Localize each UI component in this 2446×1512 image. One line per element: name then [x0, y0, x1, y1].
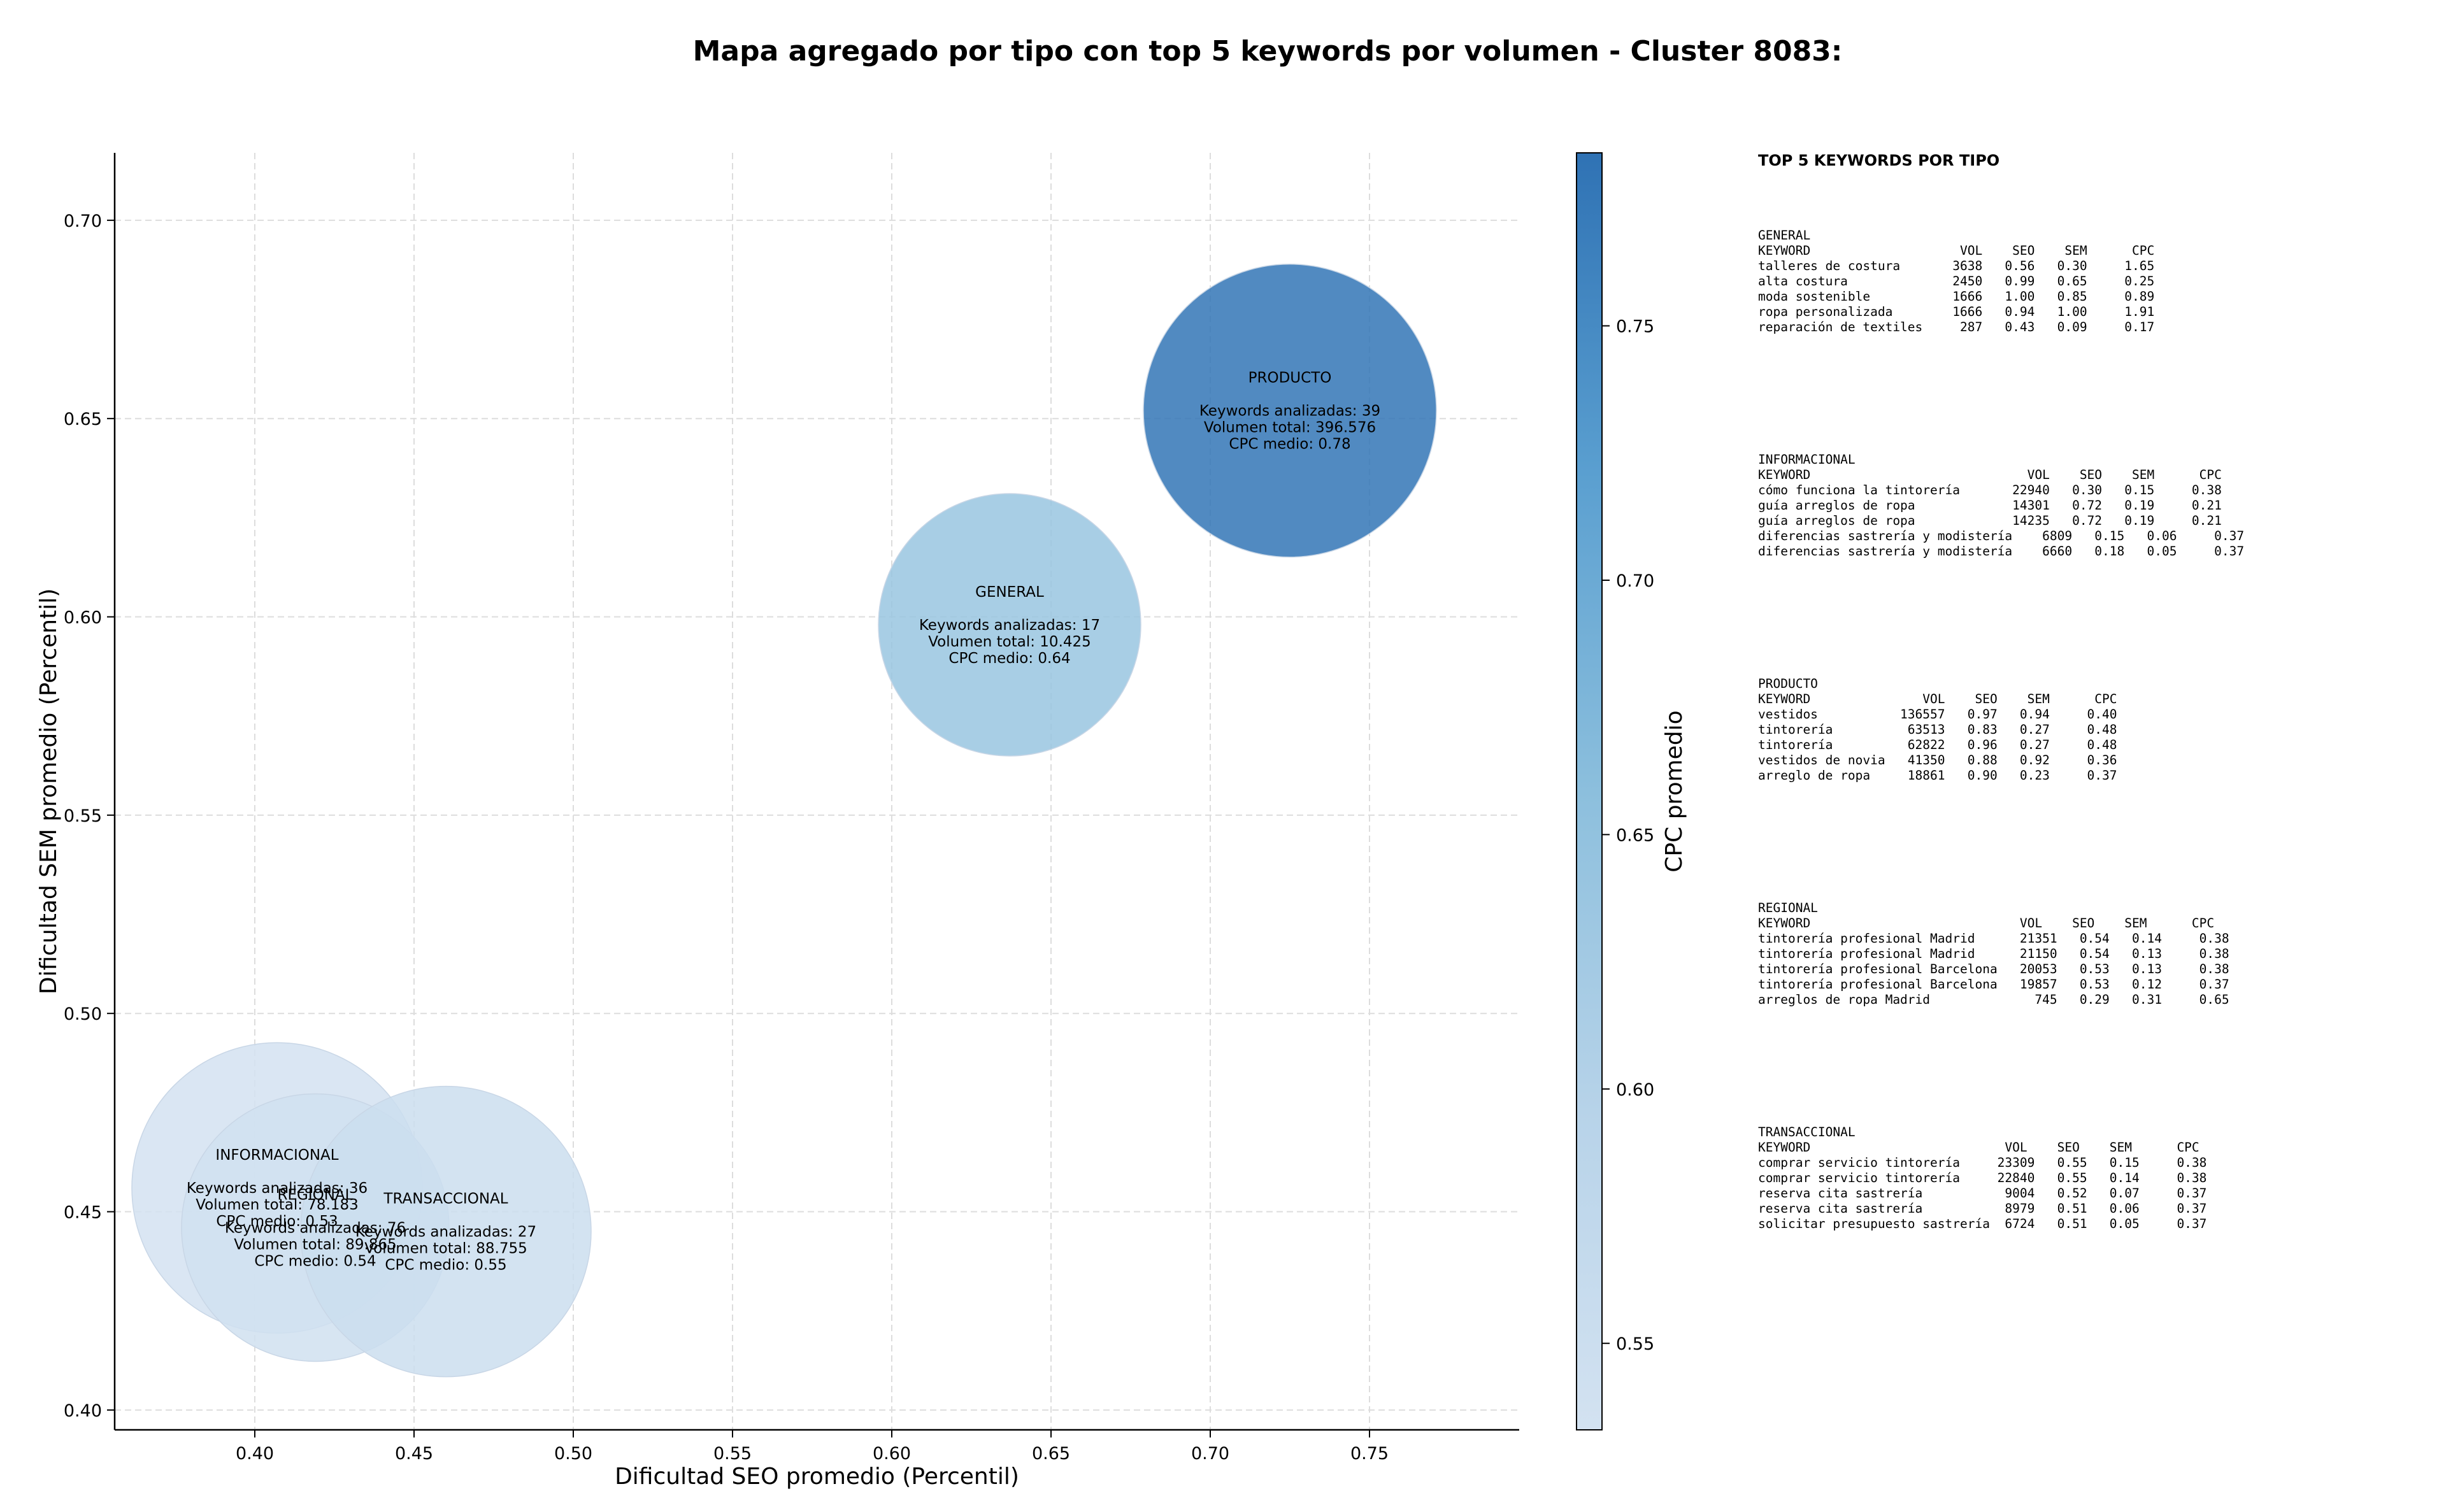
- colorbar: 0.55 0.60 0.65 0.70 0.75 CPC promedio: [1576, 152, 1687, 1430]
- bubble-label: Keywords analizadas: 36: [187, 1180, 368, 1197]
- keyword-group-regional: REGIONAL KEYWORD VOL SEO SEM CPC tintore…: [1758, 901, 2229, 1007]
- bubble-label: Volumen total: 78.183: [196, 1197, 359, 1213]
- colorbar-tick-label: 0.75: [1616, 317, 1654, 337]
- keyword-group-informacional: INFORMACIONAL KEYWORD VOL SEO SEM CPC có…: [1758, 452, 2245, 559]
- axes: 0.40 0.45 0.50 0.55 0.60 0.65 0.70 0.75 0.40 0.45…: [36, 153, 1519, 1490]
- bubble-label: REGIONAL: [278, 1187, 354, 1203]
- bubble-label: Keywords analizadas: 39: [1199, 403, 1380, 420]
- y-tick-label: 0.65: [64, 410, 102, 429]
- y-tick-label: 0.40: [64, 1401, 102, 1421]
- chart-title: Mapa agregado por tipo con top 5 keyword…: [692, 35, 1843, 68]
- bubble-label: CPC medio: 0.54: [254, 1253, 376, 1269]
- colorbar-tick-label: 0.60: [1616, 1080, 1654, 1100]
- bubble-label: Volumen total: 88.755: [364, 1241, 527, 1257]
- x-tick-label: 0.45: [395, 1444, 433, 1464]
- x-axis-label: Dificultad SEO promedio (Percentil): [615, 1464, 1019, 1490]
- x-tick-label: 0.70: [1191, 1444, 1229, 1464]
- bubble-label: INFORMACIONAL: [215, 1147, 338, 1164]
- bubble-label: CPC medio: 0.55: [385, 1257, 506, 1274]
- colorbar-tick-label: 0.65: [1616, 825, 1654, 845]
- colorbar-tick-label: 0.55: [1616, 1334, 1654, 1354]
- keyword-group-general: GENERAL KEYWORD VOL SEO SEM CPC talleres…: [1758, 228, 2155, 334]
- keyword-group-producto: PRODUCTO KEYWORD VOL SEO SEM CPC vestido…: [1758, 676, 2117, 783]
- x-tick-label: 0.40: [236, 1444, 274, 1464]
- y-axis-label: Dificultad SEM promedio (Percentil): [36, 588, 62, 995]
- bubble-label: TRANSACCIONAL: [383, 1191, 508, 1208]
- keyword-group-transaccional: TRANSACCIONAL KEYWORD VOL SEO SEM CPC co…: [1758, 1125, 2207, 1231]
- bubble-label: Keywords analizadas: 27: [355, 1224, 536, 1241]
- panel-title: TOP 5 KEYWORDS POR TIPO: [1758, 152, 2000, 169]
- top-keywords-panel: TOP 5 KEYWORDS POR TIPO GENERAL KEYWORD …: [1758, 152, 2433, 1231]
- y-tick-label: 0.55: [64, 806, 102, 826]
- y-tick-label: 0.45: [64, 1203, 102, 1223]
- y-tick-label: 0.50: [64, 1004, 102, 1024]
- x-tick-label: 0.55: [713, 1444, 752, 1464]
- bubble-transaccional: [300, 1085, 592, 1378]
- bubble-label: CPC medio: 0.78: [1229, 436, 1350, 453]
- colorbar-label: CPC promedio: [1661, 710, 1687, 872]
- x-tick-label: 0.60: [873, 1444, 911, 1464]
- bubble-general: [878, 493, 1141, 757]
- bubble-producto: [1143, 263, 1437, 558]
- colorbar-gradient: [1576, 152, 1603, 1430]
- bubble-label: PRODUCTO: [1248, 370, 1332, 387]
- bubble-label: Keywords analizadas: 76: [225, 1220, 406, 1236]
- bubble-label: Volumen total: 396.576: [1204, 420, 1376, 436]
- bubble-label: Volumen total: 89.865: [234, 1236, 397, 1253]
- bubble-label: Volumen total: 10.425: [928, 634, 1091, 650]
- bubble-label: CPC medio: 0.64: [948, 650, 1070, 667]
- x-tick-label: 0.50: [554, 1444, 592, 1464]
- bubble-label: GENERAL: [975, 584, 1044, 601]
- x-tick-label: 0.65: [1032, 1444, 1070, 1464]
- y-tick-label: 0.70: [64, 211, 102, 231]
- colorbar-tick-label: 0.70: [1616, 571, 1654, 591]
- x-tick-label: 0.75: [1350, 1444, 1389, 1464]
- bubble-label: CPC medio: 0.53: [216, 1213, 338, 1230]
- bubble-label: Keywords analizadas: 17: [919, 617, 1100, 634]
- y-tick-label: 0.60: [64, 608, 102, 628]
